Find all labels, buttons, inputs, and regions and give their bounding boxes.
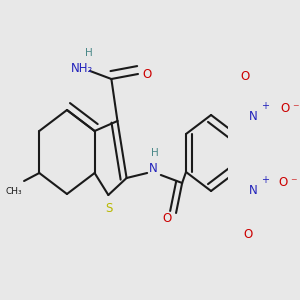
Text: O: O: [142, 68, 152, 80]
Text: ⁻: ⁻: [291, 176, 297, 190]
Text: +: +: [261, 175, 269, 185]
Text: N: N: [149, 163, 158, 176]
Text: O: O: [241, 70, 250, 83]
Text: N: N: [248, 184, 257, 196]
Text: N: N: [248, 110, 257, 122]
Text: H: H: [85, 48, 92, 58]
Text: O: O: [280, 103, 289, 116]
Text: O: O: [243, 227, 252, 241]
Text: ⁻: ⁻: [292, 103, 299, 116]
Text: O: O: [279, 176, 288, 190]
Text: CH₃: CH₃: [6, 187, 22, 196]
Text: S: S: [105, 202, 113, 214]
Text: H: H: [151, 148, 159, 158]
Text: O: O: [162, 212, 172, 226]
Text: +: +: [261, 101, 269, 111]
Text: NH₂: NH₂: [71, 62, 94, 76]
